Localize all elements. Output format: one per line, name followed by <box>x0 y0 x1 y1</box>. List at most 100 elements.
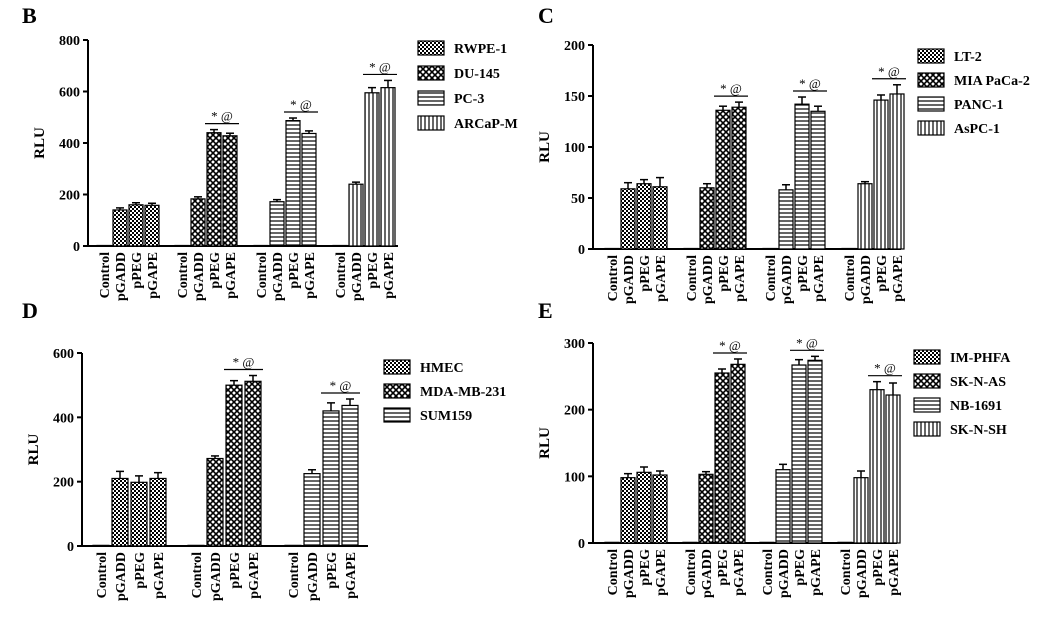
bar-lt-2-pgape <box>652 186 668 250</box>
bar-nb-1691-pgadd <box>775 469 791 544</box>
x-tick-label: pGAPE <box>152 552 167 599</box>
y-tick-label: 0 <box>67 540 74 555</box>
x-tick-label: pGAPE <box>733 255 748 302</box>
x-tick-label: pGADD <box>306 552 321 601</box>
x-tick-label: pGADD <box>855 549 870 598</box>
bar-lt-2-pgadd <box>620 188 636 250</box>
bar-du-145-ppeg <box>206 132 222 247</box>
significance-mark: * @ <box>290 97 312 112</box>
bar-pc-3-pgadd <box>269 201 285 247</box>
x-tick-label: Control <box>606 549 621 596</box>
x-tick-label: pGAPE <box>732 549 747 596</box>
bar-panc-1-ppeg <box>794 103 810 250</box>
x-tick-label: Control <box>839 549 854 596</box>
y-tick-label: 0 <box>73 240 80 255</box>
x-tick-label: pPEG <box>133 552 148 589</box>
y-tick-label: 600 <box>59 86 80 101</box>
bar-arcap-m-control <box>332 244 348 247</box>
significance-mark: * @ <box>233 355 255 370</box>
bar-im-phfa-pgadd <box>620 477 636 544</box>
x-tick-label: pGADD <box>859 255 874 304</box>
x-tick-label: pGADD <box>209 552 224 601</box>
bar-rwpe-1-ppeg <box>128 204 144 247</box>
x-tick-label: pPEG <box>208 252 223 289</box>
bar-rwpe-1-pgape <box>144 204 160 247</box>
legend-swatch <box>383 407 411 423</box>
significance-mark: * @ <box>874 361 896 376</box>
bar-mia-paca-2-pgape <box>731 106 747 250</box>
legend-label: LT-2 <box>954 50 982 65</box>
significance-mark: * @ <box>330 378 352 393</box>
bar-sk-n-as-ppeg <box>714 372 730 544</box>
y-tick-label: 100 <box>564 470 585 485</box>
x-tick-label: Control <box>684 549 699 596</box>
x-tick-label: pGAPE <box>247 552 262 599</box>
chart-panel-d: D 0 200 400 600 RLU Control pGADD pPEG pGAPE Contr… <box>22 298 506 601</box>
x-tick-label: pPEG <box>871 549 886 586</box>
legend-swatch <box>917 72 945 88</box>
legend-label: SK-N-SH <box>950 423 1007 438</box>
y-tick-label: 400 <box>59 137 80 152</box>
x-tick-label: Control <box>764 255 779 302</box>
y-axis-label: RLU <box>537 131 553 163</box>
y-tick-label: 200 <box>564 39 585 54</box>
bar-sk-n-sh-ppeg <box>869 389 885 544</box>
bar-lt-2-ppeg <box>636 183 652 250</box>
x-tick-label: pPEG <box>228 552 243 589</box>
y-tick-label: 0 <box>578 537 585 552</box>
y-tick-label: 0 <box>578 243 585 258</box>
legend-label: RWPE-1 <box>454 42 507 57</box>
y-tick-label: 200 <box>53 476 74 491</box>
y-tick-label: 150 <box>564 90 585 105</box>
bar-sum159-pgape <box>341 404 359 547</box>
bar-panc-1-control <box>762 247 778 250</box>
x-tick-label: pGADD <box>271 252 286 301</box>
x-tick-label: pGAPE <box>887 549 902 596</box>
bar-hmec-control <box>92 544 110 547</box>
x-tick-label: pGADD <box>350 252 365 301</box>
panel-letter: B <box>22 3 37 28</box>
bar-aspc-1-pgape <box>889 93 905 250</box>
x-tick-label: Control <box>287 552 302 599</box>
bar-panc-1-pgadd <box>778 189 794 250</box>
bar-rwpe-1-control <box>96 244 112 247</box>
bar-mda-mb-231-pgadd <box>206 457 224 547</box>
x-tick-label: pPEG <box>796 255 811 292</box>
bar-pc-3-pgape <box>301 132 317 247</box>
bar-mia-paca-2-pgadd <box>699 187 715 250</box>
x-tick-label: pGADD <box>192 252 207 301</box>
y-tick-label: 100 <box>564 141 585 156</box>
y-tick-label: 600 <box>53 347 74 362</box>
legend-swatch <box>417 40 445 56</box>
significance-mark: * @ <box>720 81 742 96</box>
bar-sk-n-as-pgape <box>730 363 746 544</box>
x-tick-label: Control <box>176 252 191 299</box>
bar-aspc-1-pgadd <box>857 183 873 250</box>
y-tick-label: 800 <box>59 34 80 49</box>
bar-mda-mb-231-ppeg <box>225 384 243 547</box>
bar-sum159-ppeg <box>322 410 340 547</box>
legend-swatch <box>913 349 941 365</box>
bar-nb-1691-pgape <box>807 359 823 544</box>
bar-mia-paca-2-ppeg <box>715 109 731 250</box>
x-tick-label: Control <box>95 552 110 599</box>
bar-panc-1-pgape <box>810 110 826 250</box>
x-tick-label: pGAPE <box>146 252 161 299</box>
y-axis-label: RLU <box>537 427 553 459</box>
legend-swatch <box>417 65 445 81</box>
significance-mark: * @ <box>799 76 821 91</box>
legend-label: MIA PaCa-2 <box>954 74 1030 89</box>
x-tick-label: pPEG <box>366 252 381 289</box>
x-tick-label: Control <box>606 255 621 302</box>
x-tick-label: pGAPE <box>303 252 318 299</box>
legend-label: PC-3 <box>454 92 484 107</box>
legend-label: SK-N-AS <box>950 375 1006 390</box>
bar-sk-n-as-control <box>682 541 698 544</box>
bar-arcap-m-pgape <box>380 87 396 247</box>
x-tick-label: pPEG <box>717 255 732 292</box>
bar-im-phfa-ppeg <box>636 471 652 544</box>
x-tick-label: pGAPE <box>224 252 239 299</box>
legend-label: IM-PHFA <box>950 351 1011 366</box>
